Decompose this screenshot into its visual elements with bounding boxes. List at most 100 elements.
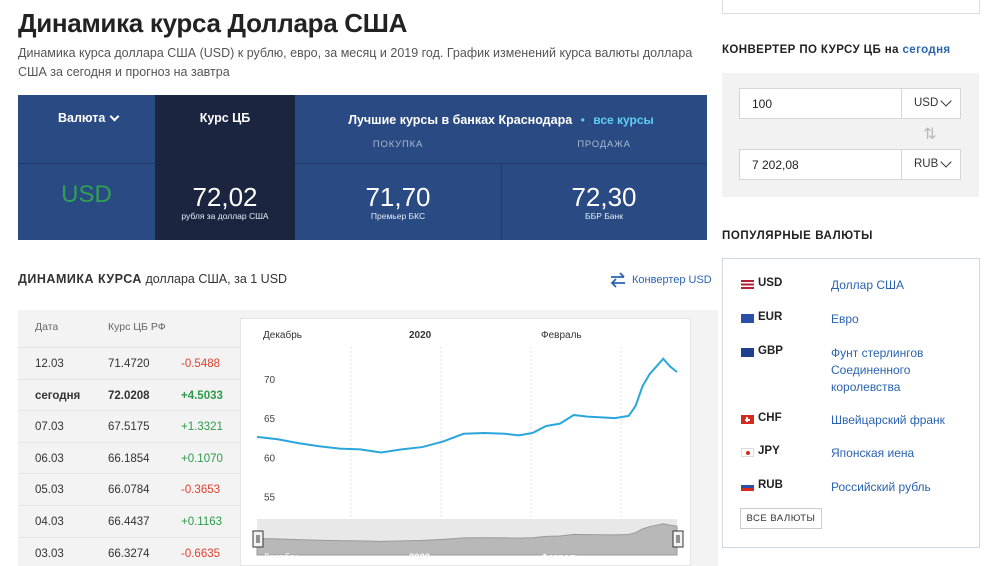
- cell-rate: 66.1854: [108, 452, 150, 465]
- converter-panel: 100 USD 7 202,08 RUB: [722, 73, 979, 197]
- table-row: сегодня 72.0208 +4.5033: [18, 378, 240, 411]
- y-tick-label: 60: [264, 453, 276, 464]
- converter-title: КОНВЕРТЕР ПО КУРСУ ЦБ на сегодня: [722, 44, 951, 56]
- page-title: Динамика курса Доллара США: [18, 8, 408, 38]
- ru-flag-icon: [741, 482, 754, 491]
- converter-from-currency: USD: [914, 97, 939, 109]
- eu-flag-icon: [741, 314, 754, 323]
- cell-date: 06.03: [35, 452, 64, 465]
- banks-heading: Лучшие курсы в банках Краснодара • все к…: [295, 111, 707, 129]
- cell-rate: 72.0208: [108, 389, 150, 402]
- cb-rate-column: [155, 95, 295, 240]
- chevron-down-icon: [940, 156, 952, 168]
- currency-code: GBP: [758, 345, 783, 357]
- currency-code: RUB: [758, 479, 783, 491]
- currency-name-link[interactable]: Японская иена: [831, 446, 915, 460]
- cell-change: +0.1163: [181, 516, 223, 528]
- converter-date-link[interactable]: сегодня: [902, 44, 951, 56]
- y-tick-label: 70: [264, 375, 276, 386]
- chevron-down-icon: [109, 111, 120, 121]
- dynamics-heading-bold: ДИНАМИКА КУРСА: [18, 272, 142, 286]
- currency-code: USD: [758, 277, 783, 289]
- converter-usd-label: Конвертер USD: [632, 274, 712, 286]
- currency-select-label: Валюта: [58, 111, 106, 125]
- cell-change: -0.3653: [181, 484, 221, 497]
- table-row: 12.03 71.4720 -0.5488: [18, 347, 240, 379]
- jp-flag-icon: [741, 448, 754, 457]
- cell-change: -0.6635: [181, 547, 221, 560]
- currency-name-link[interactable]: Российский рубль: [831, 480, 931, 494]
- rate-chart-svg: Декабрь 2020 Февраль 55 60 65 70 Декабрь 2020 Фев…: [252, 329, 684, 563]
- cell-rate: 66.0784: [108, 484, 150, 497]
- table-row: 04.03 66.4437 +0.1163: [18, 505, 240, 537]
- currency-code: JPY: [758, 445, 780, 457]
- cb-rate-caption: рубля за доллар США: [181, 211, 269, 221]
- currency-name-link[interactable]: Швейцарский франк: [831, 413, 945, 427]
- chart-top-label: 2020: [409, 330, 432, 341]
- currency-name-link[interactable]: Доллар США: [831, 278, 905, 292]
- currency-code: CHF: [758, 412, 782, 424]
- buy-bank-name: Премьер БКС: [370, 211, 426, 221]
- divider: [501, 163, 502, 240]
- converter-title-text: КОНВЕРТЕР ПО КУРСУ ЦБ на: [722, 44, 903, 56]
- table-row: 03.03 66.3274 -0.6635: [18, 536, 240, 566]
- swap-currencies-icon[interactable]: ⇅: [923, 126, 937, 143]
- swap-arrows-icon: [610, 272, 625, 288]
- sell-bank-name: ББР Банк: [585, 211, 623, 221]
- us-flag-icon: [741, 280, 754, 289]
- dynamics-heading-rest: доллара США, за 1 USD: [141, 272, 288, 286]
- converter-from: 100 USD: [739, 88, 961, 119]
- converter-to-amount[interactable]: 7 202,08: [752, 158, 799, 172]
- buy-rate-value: 71,70: [365, 182, 431, 212]
- chevron-down-icon: [940, 95, 952, 107]
- cell-date: сегодня: [35, 389, 81, 402]
- currency-code: USD: [61, 181, 112, 208]
- divider: [18, 163, 155, 164]
- navigator-handle: [672, 530, 684, 548]
- converter-usd-link[interactable]: Конвертер USD: [609, 272, 712, 288]
- page-description: Динамика курса доллара США (USD) к рублю…: [18, 46, 693, 79]
- cell-date: 03.03: [35, 547, 64, 560]
- cell-date: 05.03: [35, 484, 64, 497]
- rate-chart: Декабрь 2020 Февраль 55 60 65 70 Декабрь 2020 Фев…: [240, 318, 691, 566]
- cell-rate: 66.4437: [108, 516, 150, 528]
- table-row: 07.03 67.5175 +1.3321: [18, 410, 240, 442]
- cell-rate: 67.5175: [108, 421, 150, 434]
- cell-date: 04.03: [35, 516, 64, 528]
- converter-from-amount[interactable]: 100: [752, 97, 773, 111]
- sell-rate-value: 72,30: [571, 182, 637, 212]
- series-line: [256, 357, 678, 454]
- cell-rate: 71.4720: [108, 358, 150, 370]
- popular-currencies-list: USD Доллар США EUR Евро GBP Фунт стерлингов С…: [722, 258, 980, 548]
- bullet: •: [580, 113, 585, 127]
- col-header-date: Дата: [35, 321, 59, 333]
- table-row: 06.03 66.1854 +0.1070: [18, 441, 240, 474]
- converter-from-currency-select[interactable]: USD: [901, 89, 960, 118]
- currency-select[interactable]: Валюта: [58, 111, 120, 125]
- cell-rate: 66.3274: [108, 547, 150, 560]
- converter-to: 7 202,08 RUB: [739, 149, 961, 180]
- currency-code: EUR: [758, 311, 783, 323]
- banks-title: Лучшие курсы в банках Краснодара: [348, 113, 573, 127]
- ch-flag-icon: [741, 415, 754, 424]
- cell-change: -0.5488: [181, 358, 221, 370]
- currency-name-link[interactable]: Евро: [831, 312, 859, 326]
- rates-panel: Валюта USD Курс ЦБ 72,02 рубля за доллар…: [18, 95, 707, 240]
- dynamics-heading: ДИНАМИКА КУРСА доллара США, за 1 USD: [18, 272, 287, 286]
- gb-flag-icon: [741, 348, 754, 357]
- converter-to-currency: RUB: [914, 158, 939, 170]
- cell-change: +0.1070: [181, 452, 223, 465]
- currency-name-link[interactable]: Фунт стерлингов Соединенного королевства: [831, 346, 924, 394]
- navigator-area: [256, 523, 678, 556]
- y-tick-label: 65: [264, 414, 276, 425]
- converter-to-currency-select[interactable]: RUB: [901, 150, 960, 179]
- buy-label: ПОКУПКА: [372, 139, 424, 150]
- navigator-handle: [252, 530, 264, 548]
- all-currencies-button[interactable]: ВСЕ ВАЛЮТЫ: [740, 508, 822, 529]
- all-rates-link[interactable]: все курсы: [593, 113, 654, 127]
- cell-change: +1.3321: [181, 421, 223, 434]
- chart-top-label: Декабрь: [263, 329, 302, 341]
- cell-date: 07.03: [35, 421, 64, 434]
- cell-change: +4.5033: [181, 389, 223, 402]
- chart-top-label: Февраль: [541, 330, 582, 341]
